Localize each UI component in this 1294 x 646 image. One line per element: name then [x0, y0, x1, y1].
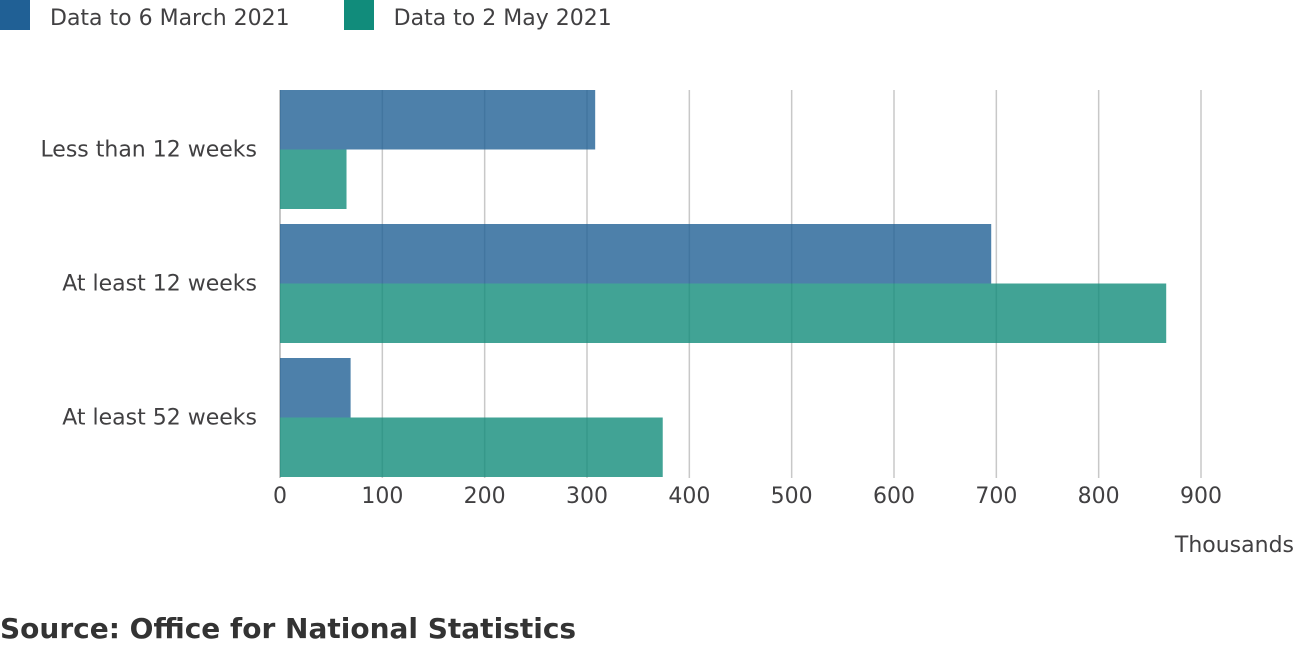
legend-item-series-1[interactable]: Data to 6 March 2021: [0, 0, 290, 40]
legend-swatch-series-1: [0, 0, 30, 30]
x-tick-label-500: 500: [771, 484, 813, 509]
category-label-2: At least 12 weeks: [62, 272, 257, 297]
labels: Less than 12 weeks At least 12 weeks At le…: [40, 138, 1294, 559]
x-tick-label-800: 800: [1078, 484, 1120, 509]
x-tick-label-600: 600: [873, 484, 915, 509]
x-tick-label-700: 700: [975, 484, 1017, 509]
source-note: Source: Office for National Statistics: [0, 612, 577, 645]
bar-1-series-2[interactable]: [280, 149, 347, 210]
x-tick-label-0: 0: [273, 484, 287, 509]
bar-1-series-1[interactable]: [280, 90, 596, 150]
legend-item-series-2[interactable]: Data to 2 May 2021: [343, 0, 612, 40]
category-label-1: Less than 12 weeks: [40, 138, 257, 163]
legend-label-series-1: Data to 6 March 2021: [50, 6, 290, 31]
x-tick-label-200: 200: [464, 484, 506, 509]
category-label-3: At least 52 weeks: [62, 406, 257, 431]
x-axis-unit-label: Thousands: [1174, 533, 1294, 558]
x-tick-label-900: 900: [1180, 484, 1222, 509]
bars: [280, 90, 1167, 478]
bar-3-series-1[interactable]: [280, 358, 351, 418]
legend-swatch-series-2: [343, 0, 374, 30]
bar-3-series-2[interactable]: [280, 417, 663, 478]
bar-chart: Less than 12 weeks At least 12 weeks At le…: [40, 90, 1294, 559]
x-tick-label-400: 400: [668, 484, 710, 509]
x-tick-label-100: 100: [361, 484, 403, 509]
legend-label-series-2: Data to 2 May 2021: [393, 6, 612, 31]
legend: Data to 6 March 2021 Data to 2 May 2021: [0, 0, 612, 40]
bar-2-series-2[interactable]: [280, 283, 1167, 344]
x-tick-label-300: 300: [566, 484, 608, 509]
bar-2-series-1[interactable]: [280, 224, 992, 284]
